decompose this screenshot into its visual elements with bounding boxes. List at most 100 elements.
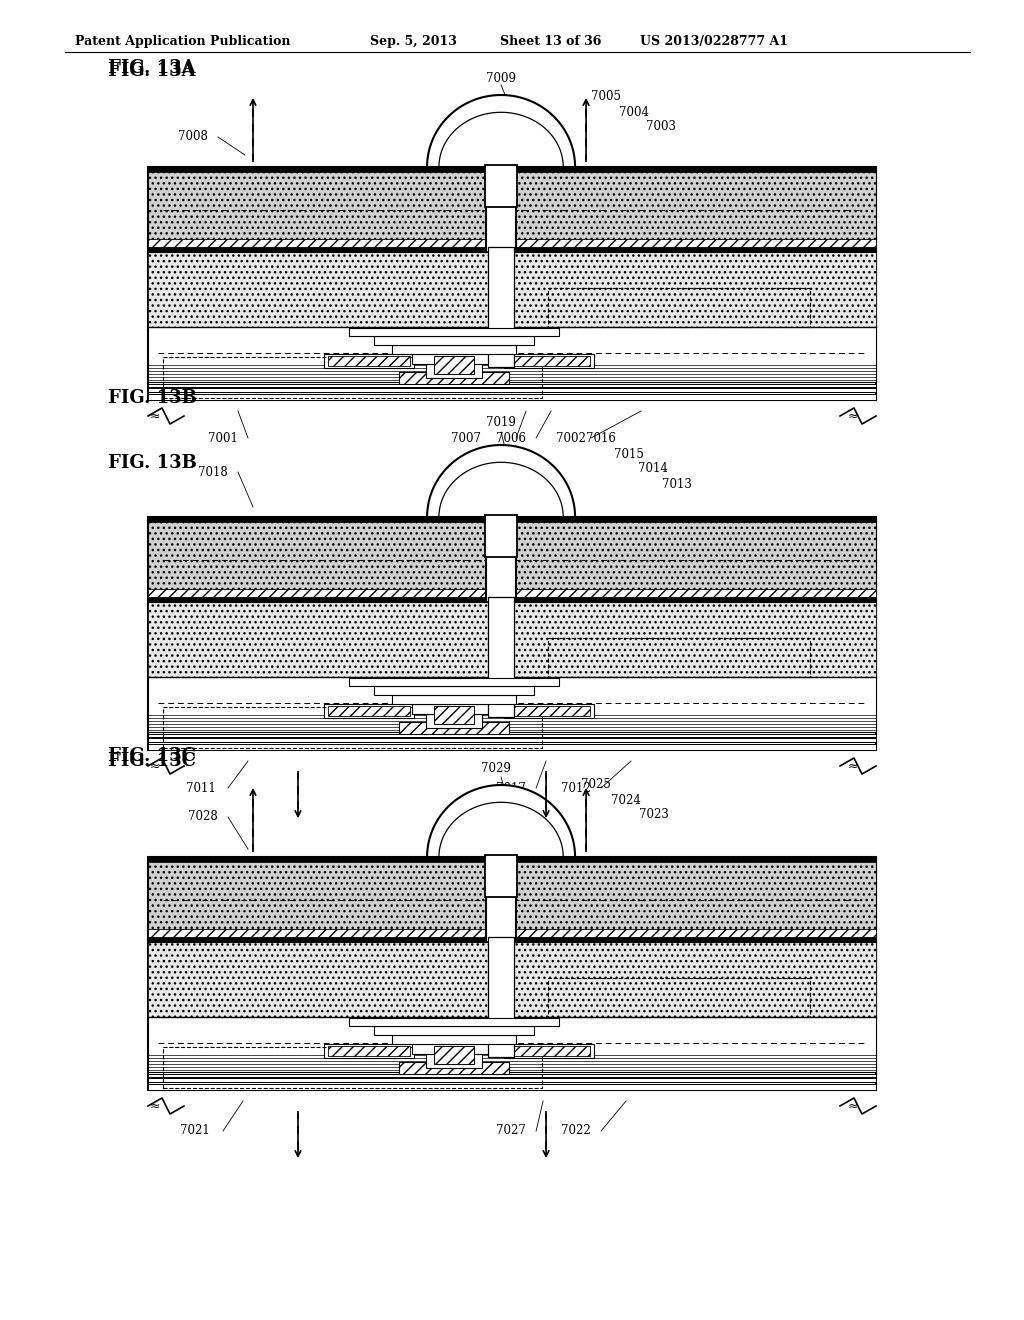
Bar [412,1044,496,1053]
Bar [148,252,876,381]
Bar [148,857,876,1090]
Polygon shape [427,95,575,168]
Text: 7007: 7007 [452,432,481,445]
Bar [148,168,876,400]
Text: 7022: 7022 [561,1125,591,1138]
Bar [485,515,517,557]
Bar [434,706,474,723]
Text: 7021: 7021 [180,1125,210,1138]
Bar [488,937,514,1057]
Text: ≈: ≈ [848,409,858,422]
Bar [148,1084,876,1090]
Text: 7014: 7014 [638,462,668,475]
Bar [148,517,876,521]
Bar [412,354,496,364]
Bar [148,942,876,1072]
Bar [349,678,559,686]
Text: 7008: 7008 [178,131,208,144]
Text: FIG. 13C: FIG. 13C [108,747,196,766]
Bar [324,704,414,718]
Bar [148,857,876,862]
Bar [488,597,514,717]
Bar [434,356,474,374]
Bar [148,857,876,942]
Text: 7011: 7011 [186,781,216,795]
Bar [148,252,876,327]
Text: 7019: 7019 [486,416,516,429]
Bar [488,247,514,367]
Bar [148,589,876,597]
Bar [504,354,594,368]
Text: ≈: ≈ [150,1100,161,1113]
Bar [163,706,542,748]
Text: 7017: 7017 [496,781,526,795]
Text: Patent Application Publication: Patent Application Publication [75,36,291,48]
Text: 7023: 7023 [639,808,669,821]
Bar [148,517,876,750]
Bar [148,738,876,742]
Bar [148,1074,876,1077]
Bar [504,1044,594,1059]
Bar [148,734,876,737]
Bar [485,165,517,207]
Text: ≈: ≈ [150,409,161,422]
Bar [549,978,810,1018]
Bar [426,714,481,729]
Bar [508,356,590,366]
Bar [349,1018,559,1026]
Text: 7006: 7006 [496,432,526,445]
Text: 7016: 7016 [586,433,616,446]
Bar [485,855,517,898]
Text: Sep. 5, 2013: Sep. 5, 2013 [370,36,457,48]
Text: 7001: 7001 [208,432,238,445]
Bar [328,356,410,366]
Text: 7002: 7002 [556,432,586,445]
Bar [392,1035,516,1044]
Bar [148,602,876,677]
Bar [148,393,876,400]
Bar [328,1045,410,1056]
Bar [434,1045,474,1064]
Text: FIG. 13A: FIG. 13A [108,62,196,81]
Text: 7027: 7027 [496,1125,526,1138]
Bar [148,168,876,252]
Text: FIG. 13B: FIG. 13B [108,389,197,407]
Bar [549,639,810,677]
Bar [426,364,481,378]
Bar [349,327,559,337]
Bar [412,704,496,714]
Bar [148,1078,876,1082]
Bar [426,1053,481,1068]
Text: ≈: ≈ [150,759,161,772]
Bar [148,247,876,252]
Bar [328,706,410,715]
Text: 7029: 7029 [481,762,511,775]
Bar [148,929,876,937]
Text: 7024: 7024 [611,793,641,807]
Bar [148,239,876,247]
Text: FIG. 13A: FIG. 13A [108,59,196,77]
Text: ≈: ≈ [848,1100,858,1113]
Bar [374,686,534,696]
Polygon shape [427,785,575,857]
Text: FIG. 13B: FIG. 13B [108,454,197,473]
Bar [398,1063,509,1074]
Bar [392,696,516,704]
Text: 7028: 7028 [188,810,218,824]
Bar [148,942,876,1018]
Bar [504,704,594,718]
Text: ≈: ≈ [848,759,858,772]
Text: 7009: 7009 [486,73,516,84]
Bar [398,722,509,734]
Bar [392,345,516,354]
Bar [163,356,542,399]
Text: 7003: 7003 [646,120,676,133]
Text: 7004: 7004 [620,106,649,119]
Text: US 2013/0228777 A1: US 2013/0228777 A1 [640,36,788,48]
Bar [324,1044,414,1059]
Text: 7018: 7018 [198,466,227,479]
Bar [148,937,876,942]
Text: 7025: 7025 [581,779,611,792]
Bar [163,1047,542,1088]
Bar [148,384,876,387]
